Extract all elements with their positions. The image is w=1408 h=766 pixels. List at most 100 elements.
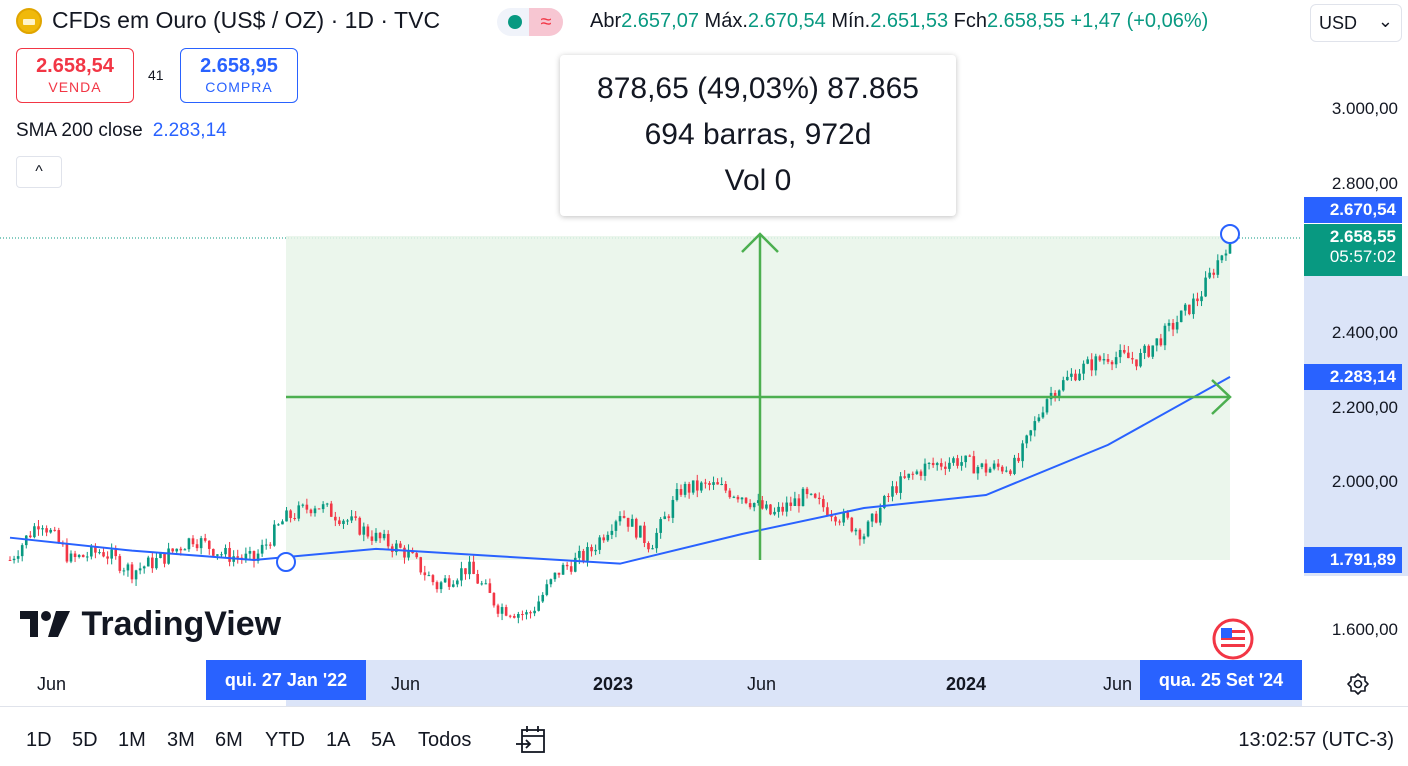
candle-body xyxy=(984,463,988,473)
candle-body xyxy=(90,546,93,557)
candle-body xyxy=(1106,358,1110,362)
candle-body xyxy=(643,525,646,543)
range-6m-button[interactable]: 6M xyxy=(215,729,243,751)
candle-body xyxy=(691,480,695,493)
range-3m-button[interactable]: 3M xyxy=(167,729,195,751)
candle-body xyxy=(118,556,122,571)
candle-body xyxy=(260,544,264,554)
candle-body xyxy=(752,502,756,508)
candle-body xyxy=(724,484,728,491)
candle-body xyxy=(480,583,484,585)
candle-body xyxy=(756,500,760,503)
candle-body xyxy=(805,488,809,495)
candle-body xyxy=(708,483,711,485)
candle-body xyxy=(761,500,764,509)
candle-body xyxy=(732,496,736,498)
candle-body xyxy=(1151,345,1155,357)
candle-body xyxy=(1110,361,1114,365)
candle-body xyxy=(378,532,382,539)
ohlc-readout: Abr2.657,07 Máx.2.670,54 Mín.2.651,53 Fc… xyxy=(590,10,1208,33)
candle-body xyxy=(862,536,866,540)
candle-body xyxy=(834,516,837,522)
measure-bars: 694 barras, 972d xyxy=(644,118,872,151)
range-ytd-button[interactable]: YTD xyxy=(265,729,305,751)
candle-body xyxy=(610,530,614,535)
measure-change: 878,65 (49,03%) 87.865 xyxy=(597,72,919,105)
candle-body xyxy=(207,540,211,549)
high-value: 2.670,54 xyxy=(747,10,826,32)
open-value: 2.657,07 xyxy=(621,10,699,32)
candle-body xyxy=(29,535,32,538)
candle-body xyxy=(134,570,138,580)
candle-body xyxy=(1212,272,1216,275)
range-5d-button[interactable]: 5D xyxy=(72,729,98,751)
price-chart[interactable] xyxy=(0,0,1300,705)
tradingview-logo: TradingView xyxy=(20,605,281,644)
range-all-button[interactable]: Todos xyxy=(418,729,472,751)
currency-select[interactable]: USD ⌄ xyxy=(1310,4,1402,42)
us-flag-icon[interactable] xyxy=(1212,618,1254,660)
candle-body xyxy=(720,484,723,486)
candle-body xyxy=(675,489,679,500)
candle-body xyxy=(1017,457,1020,462)
candle-body xyxy=(273,524,276,546)
candle-body xyxy=(712,482,715,485)
indicator-legend[interactable]: SMA 200 close 2.283,14 xyxy=(16,120,227,142)
range-5y-button[interactable]: 5A xyxy=(371,729,396,751)
candle-body xyxy=(476,574,479,584)
candle-body xyxy=(541,594,545,602)
symbol-title[interactable]: CFDs em Ouro (US$ / OZ) · 1D · TVC xyxy=(52,7,441,33)
candle-body xyxy=(138,568,142,571)
candle-body xyxy=(765,504,768,509)
candle-body xyxy=(106,556,109,559)
candle-body xyxy=(354,516,357,518)
candle-body xyxy=(1074,373,1077,381)
candle-body xyxy=(435,582,439,590)
sell-button[interactable]: 2.658,54 VENDA xyxy=(16,48,134,103)
range-1d-button[interactable]: 1D xyxy=(26,729,52,751)
candle-body xyxy=(858,529,862,540)
go-to-date-icon[interactable] xyxy=(516,724,548,756)
buy-button[interactable]: 2.658,95 COMPRA xyxy=(180,48,298,103)
range-1y-button[interactable]: 1A xyxy=(326,729,351,751)
candle-body xyxy=(1009,470,1012,474)
candle-body xyxy=(443,578,447,583)
range-1m-button[interactable]: 1M xyxy=(118,729,146,751)
candle-body xyxy=(325,503,329,505)
candle-body xyxy=(45,528,48,533)
candle-body xyxy=(8,559,12,561)
candle-body xyxy=(846,512,850,518)
delayed-data-icon[interactable]: ≈ xyxy=(529,8,563,36)
candle-body xyxy=(1098,356,1102,361)
candle-body xyxy=(488,583,492,593)
candle-body xyxy=(199,538,203,549)
candle-body xyxy=(573,557,577,572)
time-label: Jun xyxy=(747,674,777,694)
candle-body xyxy=(537,601,540,611)
candle-body xyxy=(704,482,707,484)
candle-body xyxy=(289,510,292,519)
candle-body xyxy=(1155,338,1159,346)
candle-body xyxy=(187,538,191,550)
collapse-legend-button[interactable]: ^ xyxy=(16,156,62,188)
candle-body xyxy=(980,463,984,468)
candle-body xyxy=(203,538,207,541)
last-price: 2.658,55 xyxy=(1329,227,1396,246)
candle-body xyxy=(948,462,951,469)
candle-body xyxy=(1122,349,1126,353)
candle-body xyxy=(358,517,362,535)
candle-body xyxy=(740,497,744,500)
candle-body xyxy=(439,582,443,590)
candle-body xyxy=(1139,352,1142,367)
candle-body xyxy=(1167,322,1171,326)
candle-body xyxy=(504,607,508,616)
candle-body xyxy=(264,544,268,546)
clock[interactable]: 13:02:57 (UTC-3) xyxy=(1238,729,1394,751)
candle-body xyxy=(309,509,313,514)
candle-body xyxy=(142,566,146,569)
candle-body xyxy=(700,482,703,491)
candle-body xyxy=(809,493,813,495)
candle-body xyxy=(716,482,719,485)
settings-gear-icon[interactable] xyxy=(1346,672,1370,696)
candle-body xyxy=(94,546,97,553)
